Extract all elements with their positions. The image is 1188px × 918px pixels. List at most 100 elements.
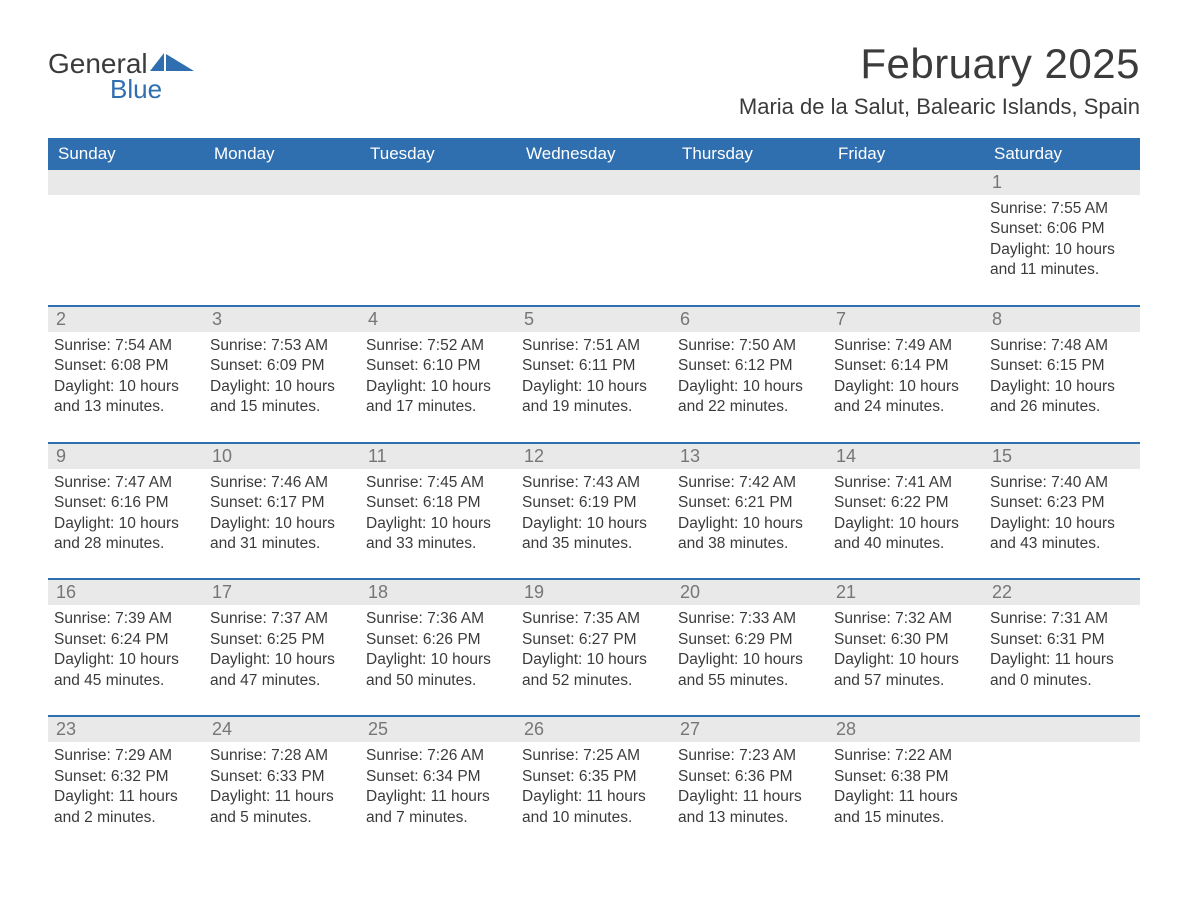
day-number: 2 [48,307,204,332]
day-number: 12 [516,444,672,469]
sunrise-text: Sunrise: 7:50 AM [678,336,820,356]
week-row: 232425262728Sunrise: 7:29 AMSunset: 6:32… [48,715,1140,828]
sunrise-text: Sunrise: 7:48 AM [990,336,1132,356]
day-number [984,717,1140,742]
daylight-text: Daylight: 10 hours and 11 minutes. [990,240,1132,281]
day-number: 11 [360,444,516,469]
sunrise-text: Sunrise: 7:53 AM [210,336,352,356]
day-cell: Sunrise: 7:54 AMSunset: 6:08 PMDaylight:… [48,332,204,418]
day-cell: Sunrise: 7:49 AMSunset: 6:14 PMDaylight:… [828,332,984,418]
sunrise-text: Sunrise: 7:54 AM [54,336,196,356]
sunset-text: Sunset: 6:06 PM [990,219,1132,239]
day-number: 6 [672,307,828,332]
sunset-text: Sunset: 6:34 PM [366,767,508,787]
sunset-text: Sunset: 6:09 PM [210,356,352,376]
daylight-text: Daylight: 11 hours and 15 minutes. [834,787,976,828]
day-number: 18 [360,580,516,605]
logo: General Blue [48,40,194,105]
daylight-text: Daylight: 10 hours and 33 minutes. [366,514,508,555]
sunrise-text: Sunrise: 7:43 AM [522,473,664,493]
day-cell: Sunrise: 7:52 AMSunset: 6:10 PMDaylight:… [360,332,516,418]
sunrise-text: Sunrise: 7:23 AM [678,746,820,766]
daylight-text: Daylight: 10 hours and 26 minutes. [990,377,1132,418]
sunset-text: Sunset: 6:23 PM [990,493,1132,513]
weekday-header: Saturday [984,138,1140,170]
day-cell: Sunrise: 7:47 AMSunset: 6:16 PMDaylight:… [48,469,204,555]
day-cell: Sunrise: 7:48 AMSunset: 6:15 PMDaylight:… [984,332,1140,418]
weekday-header: Wednesday [516,138,672,170]
day-number: 26 [516,717,672,742]
day-cell: Sunrise: 7:25 AMSunset: 6:35 PMDaylight:… [516,742,672,828]
daylight-text: Daylight: 10 hours and 50 minutes. [366,650,508,691]
day-cell [516,195,672,281]
sunset-text: Sunset: 6:38 PM [834,767,976,787]
sunrise-text: Sunrise: 7:31 AM [990,609,1132,629]
sunrise-text: Sunrise: 7:26 AM [366,746,508,766]
day-number: 9 [48,444,204,469]
sunrise-text: Sunrise: 7:32 AM [834,609,976,629]
day-number: 13 [672,444,828,469]
weekday-header: Sunday [48,138,204,170]
daylight-text: Daylight: 10 hours and 17 minutes. [366,377,508,418]
calendar: SundayMondayTuesdayWednesdayThursdayFrid… [48,138,1140,828]
day-cell: Sunrise: 7:50 AMSunset: 6:12 PMDaylight:… [672,332,828,418]
daylight-text: Daylight: 10 hours and 55 minutes. [678,650,820,691]
day-cell [828,195,984,281]
sunrise-text: Sunrise: 7:55 AM [990,199,1132,219]
sunrise-text: Sunrise: 7:40 AM [990,473,1132,493]
sunrise-text: Sunrise: 7:33 AM [678,609,820,629]
daylight-text: Daylight: 10 hours and 40 minutes. [834,514,976,555]
sunrise-text: Sunrise: 7:22 AM [834,746,976,766]
sunset-text: Sunset: 6:17 PM [210,493,352,513]
day-cell: Sunrise: 7:43 AMSunset: 6:19 PMDaylight:… [516,469,672,555]
sunset-text: Sunset: 6:30 PM [834,630,976,650]
day-number: 28 [828,717,984,742]
day-number: 15 [984,444,1140,469]
daylight-text: Daylight: 11 hours and 0 minutes. [990,650,1132,691]
day-number: 27 [672,717,828,742]
day-cell: Sunrise: 7:40 AMSunset: 6:23 PMDaylight:… [984,469,1140,555]
logo-text-blue: Blue [110,74,162,105]
daylight-text: Daylight: 10 hours and 31 minutes. [210,514,352,555]
location-subtitle: Maria de la Salut, Balearic Islands, Spa… [739,94,1140,120]
day-number: 5 [516,307,672,332]
day-cell: Sunrise: 7:41 AMSunset: 6:22 PMDaylight:… [828,469,984,555]
weekday-header: Monday [204,138,360,170]
day-cell [360,195,516,281]
sunset-text: Sunset: 6:08 PM [54,356,196,376]
day-cell: Sunrise: 7:33 AMSunset: 6:29 PMDaylight:… [672,605,828,691]
sunrise-text: Sunrise: 7:42 AM [678,473,820,493]
daylight-text: Daylight: 10 hours and 35 minutes. [522,514,664,555]
sunrise-text: Sunrise: 7:46 AM [210,473,352,493]
sunset-text: Sunset: 6:22 PM [834,493,976,513]
day-cell: Sunrise: 7:36 AMSunset: 6:26 PMDaylight:… [360,605,516,691]
day-number: 25 [360,717,516,742]
week-row: 9101112131415 Sunrise: 7:47 AMSunset: 6:1… [48,442,1140,555]
day-cell [204,195,360,281]
sunrise-text: Sunrise: 7:29 AM [54,746,196,766]
sunset-text: Sunset: 6:35 PM [522,767,664,787]
day-number: 10 [204,444,360,469]
sunset-text: Sunset: 6:26 PM [366,630,508,650]
weekday-header: Tuesday [360,138,516,170]
day-cell: Sunrise: 7:46 AMSunset: 6:17 PMDaylight:… [204,469,360,555]
sunrise-text: Sunrise: 7:37 AM [210,609,352,629]
day-number [516,170,672,195]
sunset-text: Sunset: 6:12 PM [678,356,820,376]
day-cell [48,195,204,281]
daylight-text: Daylight: 10 hours and 57 minutes. [834,650,976,691]
weekday-header: Friday [828,138,984,170]
day-number: 14 [828,444,984,469]
day-cell: Sunrise: 7:31 AMSunset: 6:31 PMDaylight:… [984,605,1140,691]
day-cell: Sunrise: 7:22 AMSunset: 6:38 PMDaylight:… [828,742,984,828]
week-row: 2345678Sunrise: 7:54 AMSunset: 6:08 PMDa… [48,305,1140,418]
sunset-text: Sunset: 6:31 PM [990,630,1132,650]
weekday-header: Thursday [672,138,828,170]
sunrise-text: Sunrise: 7:41 AM [834,473,976,493]
daylight-text: Daylight: 10 hours and 45 minutes. [54,650,196,691]
day-number: 22 [984,580,1140,605]
month-title: February 2025 [739,40,1140,88]
day-number: 1 [984,170,1140,195]
day-cell: Sunrise: 7:28 AMSunset: 6:33 PMDaylight:… [204,742,360,828]
day-cell [672,195,828,281]
